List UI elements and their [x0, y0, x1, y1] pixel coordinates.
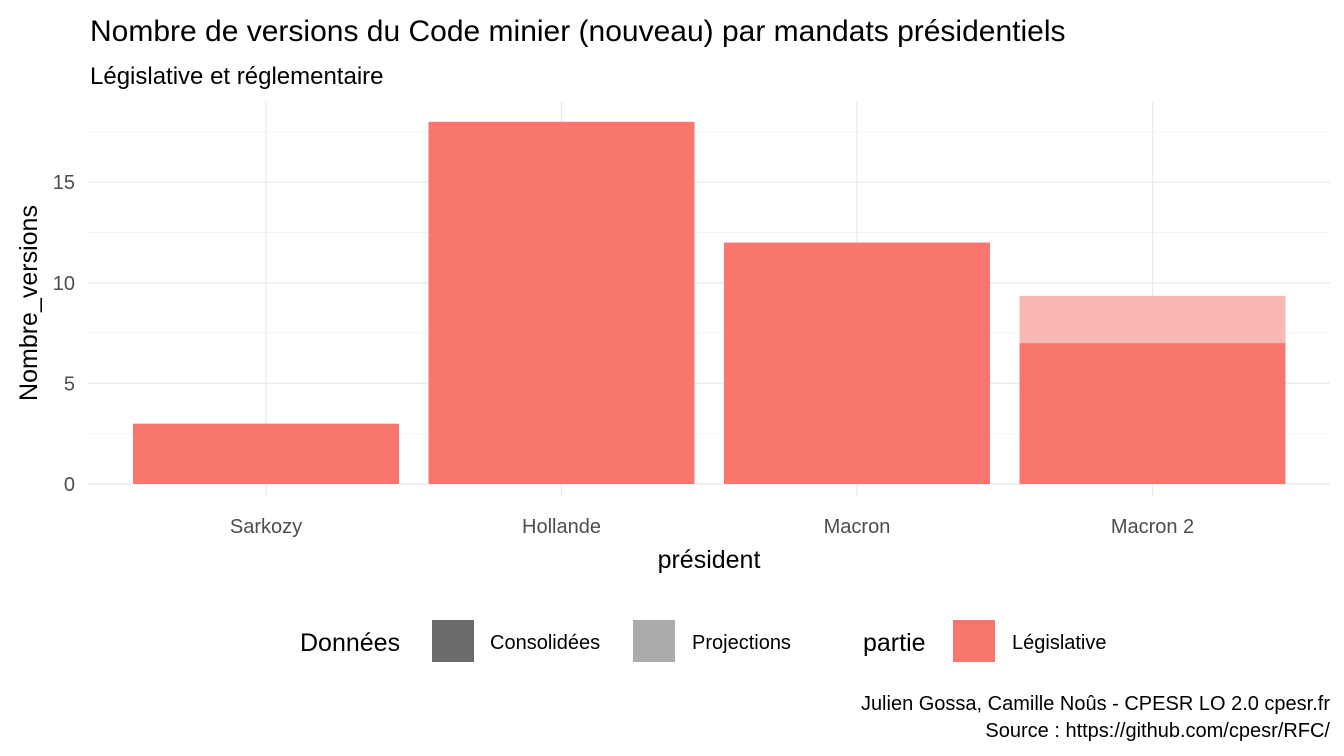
bar-consolidee-macron [724, 242, 990, 484]
x-axis-label: président [658, 546, 761, 574]
bar-consolidee-macron-2 [1019, 343, 1286, 484]
legend-label-projections: Projections [692, 632, 791, 654]
bar-consolidee-sarkozy [133, 423, 399, 484]
chart-title: Nombre de versions du Code minier (nouve… [90, 15, 1066, 48]
y-tick-label: 5 [64, 373, 75, 395]
legend-label-legislative: Législative [1012, 632, 1107, 654]
x-tick-label: Hollande [522, 516, 601, 538]
y-tick-label: 15 [53, 172, 75, 194]
y-tick-label: 10 [53, 273, 75, 295]
x-axis-ticks: Sarkozy Hollande Macron Macron 2 [230, 516, 1194, 538]
x-tick-label: Macron [824, 516, 891, 538]
caption-line-2: Source : https://github.com/cpesr/RFC/ [985, 720, 1330, 742]
chart-subtitle: Législative et réglementaire [90, 63, 384, 90]
legend-title-partie: partie [863, 629, 926, 657]
legend-label-consolidees: Consolidées [490, 632, 600, 654]
legend-title-donnees: Données [300, 629, 400, 657]
legend-key-legislative [953, 620, 995, 662]
caption-line-1: Julien Gossa, Camille Noûs - CPESR LO 2.… [861, 693, 1330, 715]
x-tick-label: Macron 2 [1111, 516, 1194, 538]
y-axis-ticks: 0 5 10 15 [53, 172, 75, 496]
legend: Données Consolidées Projections partie L… [300, 620, 1107, 662]
x-tick-label: Sarkozy [230, 516, 302, 538]
y-tick-label: 0 [64, 474, 75, 496]
y-axis-label: Nombre_versions [15, 205, 43, 401]
bars [133, 121, 1286, 484]
legend-key-projections [633, 620, 675, 662]
legend-key-consolidees [432, 620, 474, 662]
bar-consolidee-hollande [428, 121, 695, 484]
